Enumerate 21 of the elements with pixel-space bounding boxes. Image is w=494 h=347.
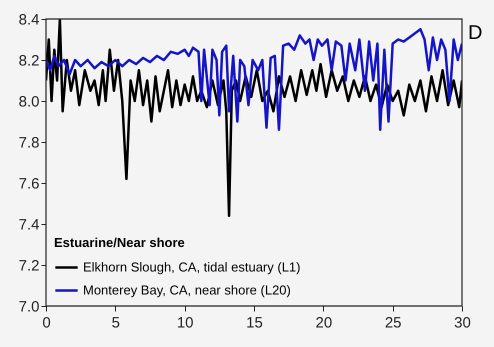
y-tick-label: 8.2 [18, 52, 40, 70]
x-tick-label: 15 [246, 314, 263, 332]
legend-label: Elkhorn Slough, CA, tidal estuary (L1) [83, 260, 300, 274]
x-tick-label: 5 [112, 314, 120, 332]
y-tick-label: 7.2 [18, 258, 40, 274]
y-tick-label: 7.0 [18, 298, 40, 316]
y-tick-label: 8.0 [18, 94, 40, 110]
y-tick-label: 7.8 [18, 134, 40, 152]
y-tick-label: 7.4 [18, 216, 40, 234]
legend-label: Monterey Bay, CA, near shore (L20) [83, 282, 291, 298]
x-tick-label: 25 [384, 314, 402, 332]
text: D [468, 22, 482, 44]
x-tick-label: 30 [454, 314, 471, 332]
y-tick-label: 8.4 [18, 12, 40, 28]
legend-title: Estuarine/Near shore [54, 235, 185, 250]
x-tick-label: 10 [176, 314, 194, 332]
y-tick-label: 7.6 [18, 176, 40, 192]
line-series [46, 19, 462, 218]
line-series [46, 28, 462, 131]
x-tick-label: 0 [42, 314, 51, 332]
x-tick-label: 20 [315, 314, 332, 332]
